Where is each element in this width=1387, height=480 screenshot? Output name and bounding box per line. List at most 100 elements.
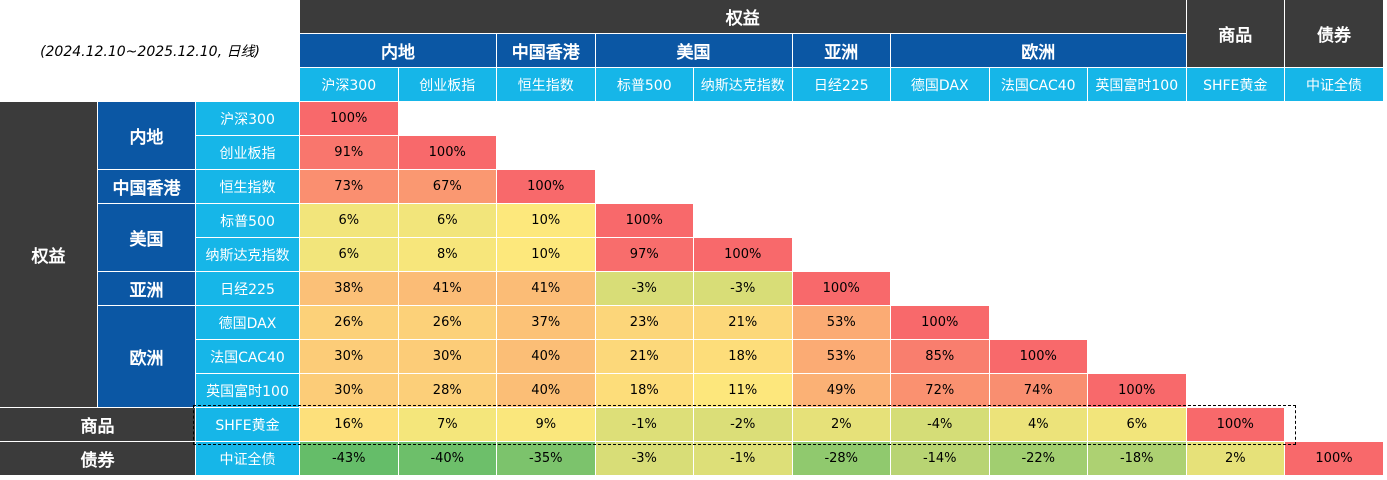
matrix-cell: 100% — [792, 272, 891, 306]
matrix-cell: 18% — [694, 340, 793, 374]
row-region-hongkong: 中国香港 — [98, 170, 196, 204]
matrix-cell: 100% — [1088, 374, 1187, 408]
col-header-index: SHFE黄金 — [1186, 68, 1285, 102]
matrix-cell: 23% — [595, 306, 694, 340]
matrix-cell: -22% — [989, 442, 1088, 476]
row-region-asia: 亚洲 — [98, 272, 196, 306]
matrix-cell: -1% — [595, 408, 694, 442]
matrix-cell: 41% — [497, 272, 596, 306]
matrix-cell: 100% — [300, 102, 399, 136]
matrix-cell: 85% — [891, 340, 990, 374]
matrix-cell: 100% — [595, 204, 694, 238]
row-header-index: 创业板指 — [196, 136, 300, 170]
matrix-cell: -3% — [595, 272, 694, 306]
matrix-cell: 41% — [398, 272, 497, 306]
matrix-cell: 6% — [300, 204, 399, 238]
matrix-cell: 6% — [1088, 408, 1187, 442]
matrix-cell: 6% — [300, 238, 399, 272]
matrix-cell: 6% — [398, 204, 497, 238]
matrix-cell: 30% — [398, 340, 497, 374]
matrix-cell: 74% — [989, 374, 1088, 408]
matrix-cell: 2% — [792, 408, 891, 442]
row-header-index: 中证全债 — [196, 442, 300, 476]
row-header-index: 恒生指数 — [196, 170, 300, 204]
matrix-cell: 100% — [891, 306, 990, 340]
col-region-hongkong: 中国香港 — [497, 34, 596, 68]
matrix-cell: 30% — [300, 374, 399, 408]
col-header-index: 恒生指数 — [497, 68, 596, 102]
matrix-cell: 38% — [300, 272, 399, 306]
row-group-commodity: 商品 — [0, 408, 196, 442]
matrix-cell: 49% — [792, 374, 891, 408]
matrix-cell: 16% — [300, 408, 399, 442]
matrix-cell: 100% — [989, 340, 1088, 374]
period-label: (2024.12.10~2025.12.10, 日线) — [40, 44, 260, 60]
row-region-europe: 欧洲 — [98, 306, 196, 408]
matrix-cell: 2% — [1186, 442, 1285, 476]
col-region-europe: 欧洲 — [891, 34, 1187, 68]
matrix-cell: 26% — [398, 306, 497, 340]
matrix-cell: 26% — [300, 306, 399, 340]
col-header-index: 法国CAC40 — [989, 68, 1088, 102]
matrix-cell: 100% — [1285, 442, 1384, 476]
matrix-cell: 53% — [792, 306, 891, 340]
matrix-cell: 4% — [989, 408, 1088, 442]
col-header-index: 沪深300 — [300, 68, 399, 102]
matrix-cell: -3% — [595, 442, 694, 476]
matrix-cell: 10% — [497, 204, 596, 238]
matrix-cell: 7% — [398, 408, 497, 442]
col-header-index: 中证全债 — [1285, 68, 1384, 102]
col-group-bond: 债券 — [1285, 0, 1384, 68]
col-group-equity: 权益 — [300, 0, 1187, 34]
matrix-cell: -2% — [694, 408, 793, 442]
matrix-cell: 100% — [1186, 408, 1285, 442]
matrix-cell: 40% — [497, 340, 596, 374]
row-header-index: 标普500 — [196, 204, 300, 238]
col-region-asia: 亚洲 — [792, 34, 891, 68]
matrix-cell: 40% — [497, 374, 596, 408]
blank-spacer — [0, 68, 300, 102]
matrix-cell: 11% — [694, 374, 793, 408]
col-header-index: 英国富时100 — [1088, 68, 1187, 102]
matrix-cell: -43% — [300, 442, 399, 476]
row-group-equity: 权益 — [0, 102, 98, 408]
matrix-cell: -3% — [694, 272, 793, 306]
matrix-cell: -4% — [891, 408, 990, 442]
row-group-bond: 债券 — [0, 442, 196, 476]
matrix-cell: 91% — [300, 136, 399, 170]
row-header-index: 沪深300 — [196, 102, 300, 136]
matrix-cell: 100% — [497, 170, 596, 204]
col-header-index: 创业板指 — [398, 68, 497, 102]
matrix-cell: 67% — [398, 170, 497, 204]
matrix-cell: 18% — [595, 374, 694, 408]
matrix-cell: -1% — [694, 442, 793, 476]
col-region-us: 美国 — [595, 34, 793, 68]
matrix-cell: 73% — [300, 170, 399, 204]
matrix-cell: 97% — [595, 238, 694, 272]
row-header-index: 英国富时100 — [196, 374, 300, 408]
matrix-cell: 37% — [497, 306, 596, 340]
matrix-cell: 72% — [891, 374, 990, 408]
matrix-cell: 21% — [595, 340, 694, 374]
col-header-index: 日经225 — [792, 68, 891, 102]
matrix-cell: -40% — [398, 442, 497, 476]
col-region-mainland: 内地 — [300, 34, 497, 68]
matrix-cell: 9% — [497, 408, 596, 442]
matrix-cell: 30% — [300, 340, 399, 374]
matrix-cell: -18% — [1088, 442, 1187, 476]
col-group-commodity: 商品 — [1186, 0, 1285, 68]
col-header-index: 德国DAX — [891, 68, 990, 102]
matrix-cell: -28% — [792, 442, 891, 476]
matrix-cell: 21% — [694, 306, 793, 340]
row-header-index: 德国DAX — [196, 306, 300, 340]
row-region-mainland: 内地 — [98, 102, 196, 170]
matrix-cell: 100% — [694, 238, 793, 272]
col-header-index: 标普500 — [595, 68, 694, 102]
row-header-index: 法国CAC40 — [196, 340, 300, 374]
matrix-cell: 8% — [398, 238, 497, 272]
row-header-index: SHFE黄金 — [196, 408, 300, 442]
row-region-us: 美国 — [98, 204, 196, 272]
row-header-index: 纳斯达克指数 — [196, 238, 300, 272]
matrix-cell: -35% — [497, 442, 596, 476]
